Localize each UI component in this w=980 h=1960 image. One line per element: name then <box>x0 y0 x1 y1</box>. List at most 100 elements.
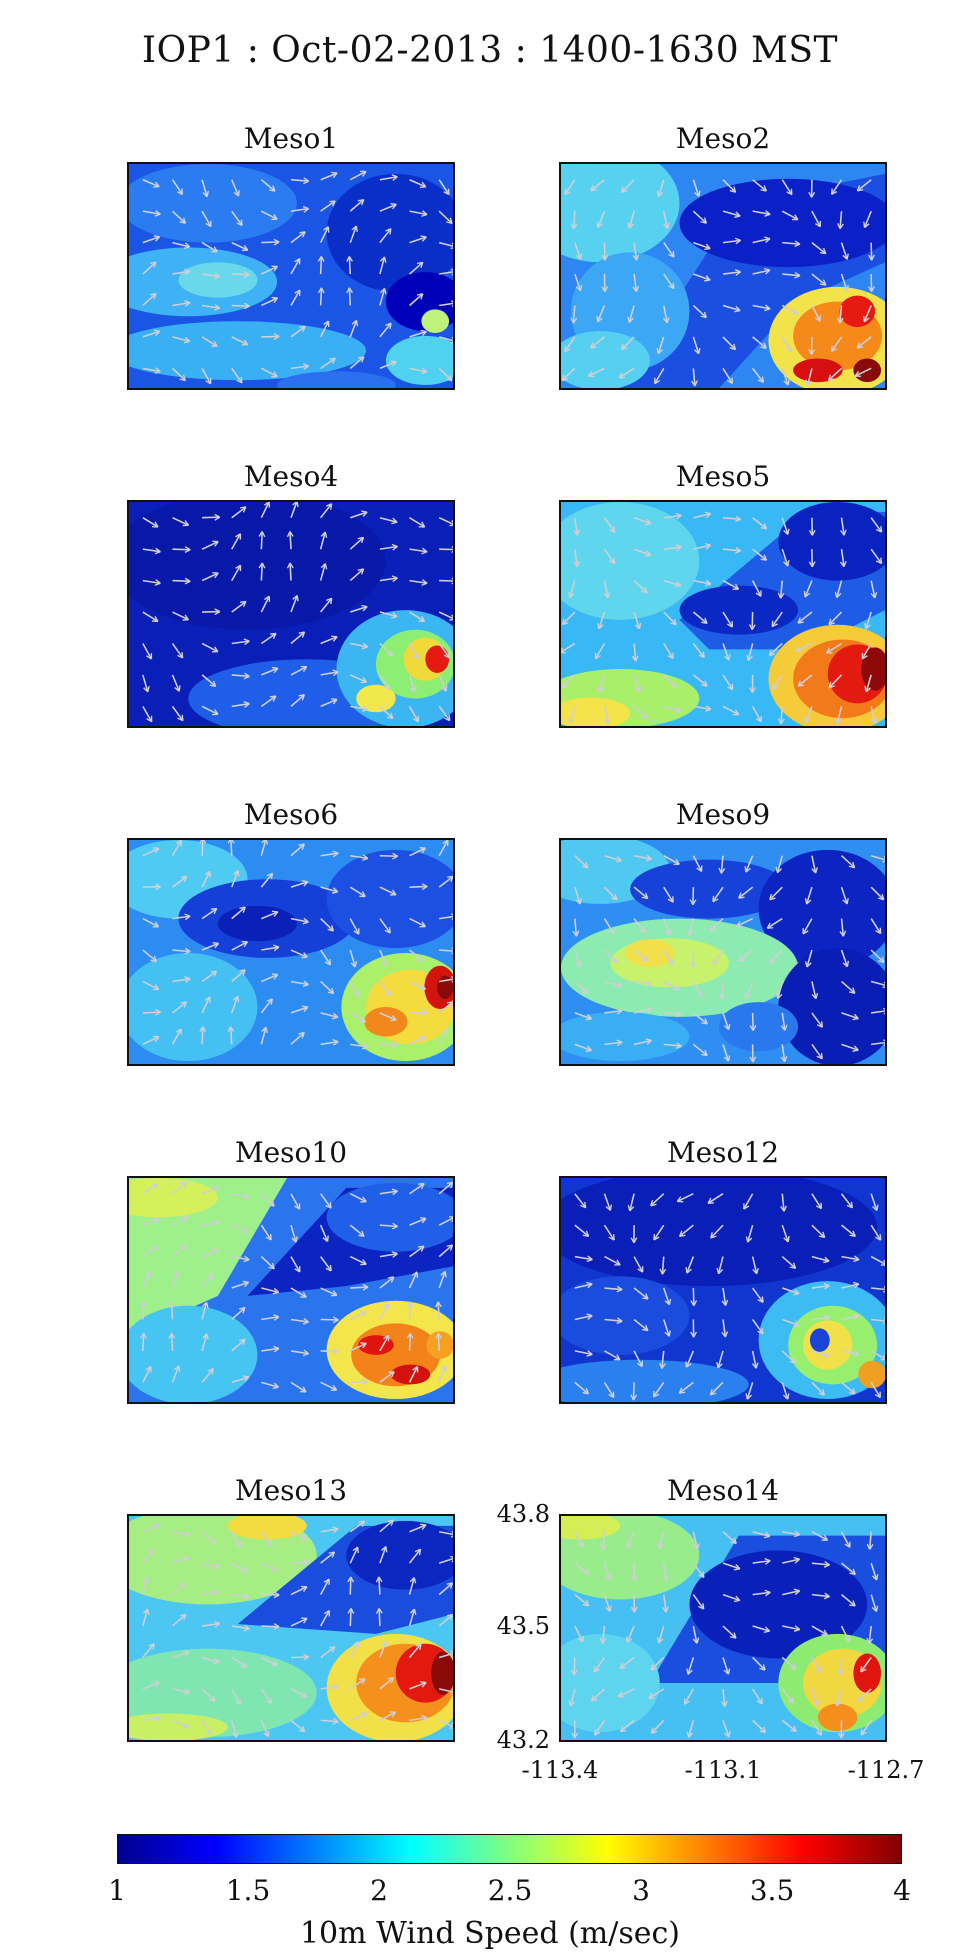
wind-arrow <box>839 305 843 324</box>
wind-arrow-head <box>724 1299 729 1306</box>
wind-arrow-head <box>332 1290 338 1296</box>
wind-arrow-head <box>762 1664 766 1671</box>
wind-arrow-head <box>853 1013 859 1020</box>
wind-arrow <box>618 367 635 379</box>
wind-arrow <box>409 517 426 528</box>
wind-arrow-head <box>450 268 453 271</box>
wind-arrow-head <box>727 1055 731 1062</box>
wind-arrow-head <box>272 695 277 702</box>
wind-arrow-head <box>177 654 183 659</box>
wind-arrow-head <box>814 867 818 874</box>
wind-arrow <box>860 1719 872 1736</box>
wind-arrow-head <box>853 1258 860 1263</box>
wind-arrow-head <box>242 1307 246 1314</box>
wind-arrow-head <box>646 518 652 525</box>
wind-arrow <box>408 674 416 693</box>
wind-arrow-head <box>870 592 876 599</box>
wind-arrow-head <box>154 1008 161 1013</box>
wind-arrow-head <box>357 356 364 359</box>
wind-arrow <box>663 674 677 688</box>
wind-arrow <box>722 271 741 275</box>
wind-arrow <box>782 241 801 245</box>
wind-arrow-head <box>271 973 278 976</box>
wind-arrow-head <box>146 718 153 723</box>
wind-arrow-head <box>155 367 161 373</box>
wind-arrow-head <box>294 1268 301 1273</box>
wind-arrow-head <box>214 516 221 521</box>
wind-arrow <box>633 242 638 261</box>
wind-arrow-head <box>361 1678 366 1685</box>
wind-arrow-head <box>735 239 742 245</box>
wind-arrow-head <box>301 879 309 883</box>
wind-arrow-head <box>590 346 597 349</box>
wind-arrow-head <box>780 1206 785 1212</box>
wind-arrow <box>868 1625 872 1644</box>
wind-arrow-head <box>154 370 161 375</box>
wind-arrow-head <box>332 1683 339 1688</box>
wind-arrow-head <box>702 651 705 658</box>
wind-arrow <box>348 287 352 306</box>
wind-arrow-head <box>613 526 616 533</box>
wind-arrow-head <box>650 1203 657 1207</box>
wind-arrow <box>349 1712 368 1722</box>
wind-arrow <box>870 1594 878 1612</box>
wind-arrow-head <box>449 1182 453 1189</box>
wind-arrow-head <box>627 222 631 229</box>
wind-arrow-head <box>154 921 160 928</box>
wind-arrow-head <box>712 898 719 903</box>
wind-arrow-head <box>392 1222 399 1227</box>
wind-arrow <box>633 1350 643 1368</box>
colorbar-gradient <box>118 1835 901 1863</box>
wind-arrow <box>408 643 419 660</box>
wind-vectors <box>561 179 875 387</box>
wind-arrow-head <box>258 562 263 569</box>
wind-arrow-head <box>698 1605 704 1610</box>
wind-arrow <box>142 1183 158 1195</box>
wind-arrow-head <box>451 952 453 955</box>
wind-arrow <box>409 949 424 962</box>
wind-arrow <box>142 980 160 991</box>
wind-arrow-head <box>670 622 677 626</box>
wind-arrow <box>348 256 352 275</box>
wind-arrow-head <box>667 654 674 660</box>
wind-arrow-head <box>853 1315 860 1321</box>
wind-arrow-head <box>590 189 597 192</box>
wind-arrow-head <box>860 1668 867 1673</box>
wind-arrow-head <box>184 950 191 955</box>
wind-arrow-head <box>860 1729 863 1736</box>
wind-arrow <box>438 674 447 692</box>
wind-arrow <box>378 1608 381 1627</box>
wind-arrow-head <box>184 580 191 585</box>
wind-arrow-head <box>863 221 866 228</box>
wind-arrow <box>290 1006 309 1014</box>
wind-arrow <box>752 1559 771 1564</box>
wind-arrow <box>201 336 218 347</box>
wind-arrow <box>201 210 212 227</box>
wind-arrow <box>688 918 695 936</box>
wind-arrow-head <box>303 1617 308 1624</box>
wind-arrow <box>736 917 753 928</box>
wind-arrow-head <box>450 913 453 916</box>
wind-arrow-head <box>883 855 885 859</box>
wind-arrow-head <box>590 185 594 192</box>
wind-arrow <box>603 1562 611 1581</box>
wind-arrow <box>654 367 665 385</box>
wind-arrow-head <box>302 921 309 925</box>
wind-arrow-head <box>303 1561 310 1566</box>
wind-arrow <box>830 179 843 195</box>
wind-arrow-head <box>327 991 334 995</box>
wind-arrow-head <box>803 716 807 723</box>
wind-arrow-head <box>301 694 306 701</box>
wind-arrow-head <box>881 893 885 900</box>
wind-arrow <box>841 1350 860 1356</box>
wind-arrow <box>142 643 153 660</box>
wind-arrow-head <box>608 930 615 935</box>
wind-arrow <box>840 1531 851 1548</box>
wind-arrow-head <box>657 349 664 355</box>
wind-arrow-head <box>317 287 323 294</box>
wind-arrow <box>172 270 191 275</box>
wind-arrow-head <box>757 1299 764 1303</box>
wind-arrow-head <box>822 247 827 254</box>
wind-arrow-head <box>451 550 453 553</box>
wind-arrow <box>686 1256 695 1274</box>
